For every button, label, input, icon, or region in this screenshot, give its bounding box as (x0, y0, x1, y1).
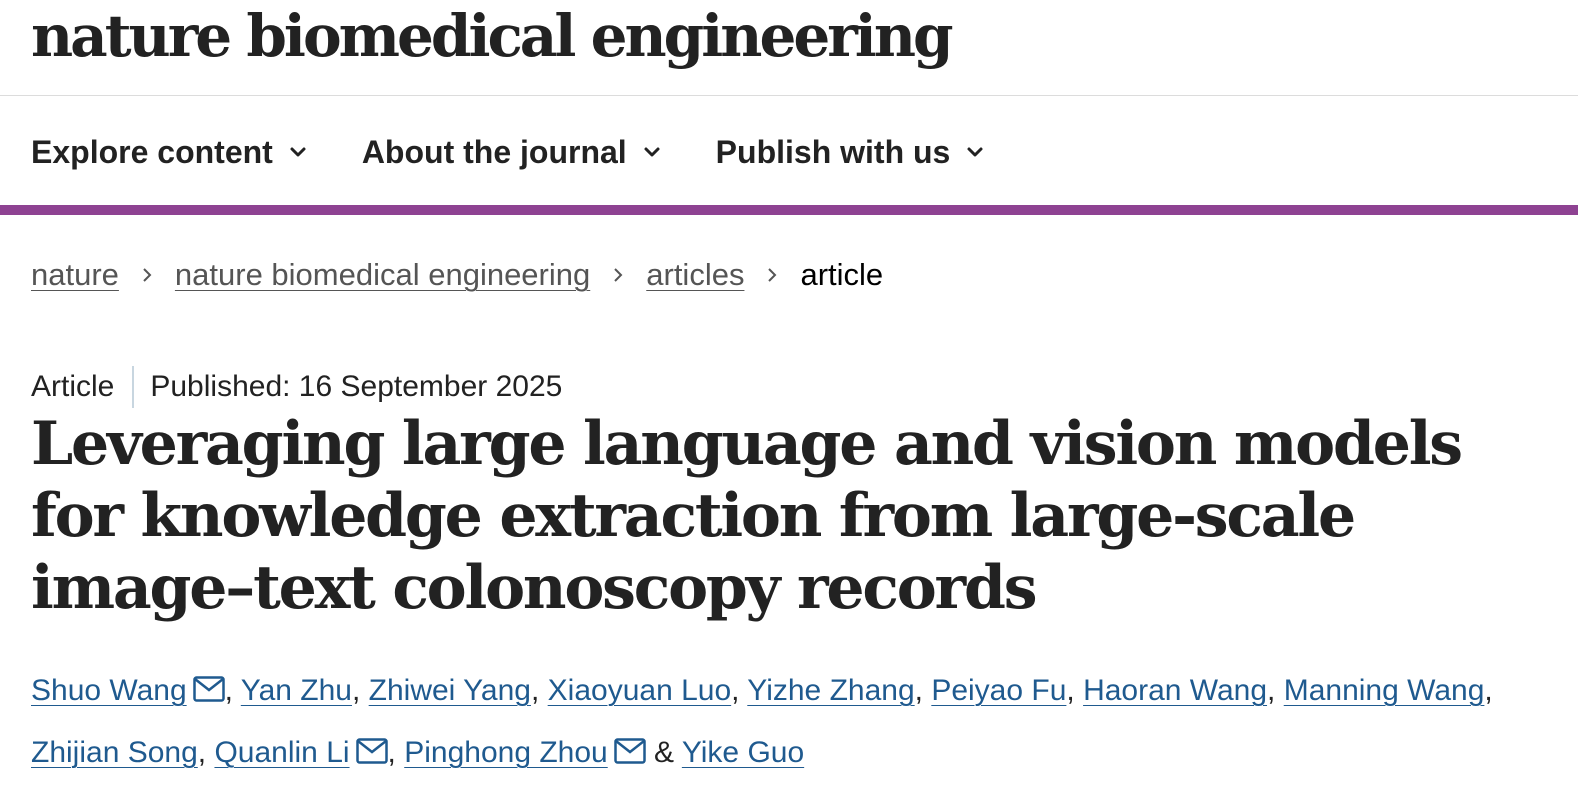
breadcrumb-current: article (800, 257, 884, 292)
author-link[interactable]: Zhiwei Yang (368, 674, 531, 707)
nav-explore-content[interactable]: Explore content (31, 134, 309, 171)
author-separator: , (1267, 674, 1284, 707)
author-link[interactable]: Yan Zhu (240, 674, 352, 707)
chevron-down-icon (290, 147, 306, 157)
nav-item-label: Publish with us (715, 133, 951, 170)
nav-item-label: About the journal (361, 133, 627, 170)
chevron-down-icon (644, 147, 660, 157)
author-separator: , (387, 736, 405, 769)
author-separator: , (1066, 674, 1084, 707)
author-separator: , (224, 674, 241, 707)
author-link[interactable]: Manning Wang (1283, 674, 1485, 707)
author-separator: , (351, 674, 369, 707)
main-nav: Explore content About the journal Publis… (31, 128, 1039, 176)
envelope-icon[interactable] (613, 738, 646, 764)
breadcrumb-link-articles[interactable]: articles (646, 257, 745, 292)
author-separator: & (645, 736, 682, 769)
author-separator: , (530, 674, 548, 707)
journal-logo[interactable]: nature biomedical engineering (31, 2, 954, 70)
author-separator: , (914, 674, 932, 707)
author-link[interactable]: Yizhe Zhang (747, 674, 915, 707)
author-link[interactable]: Peiyao Fu (931, 674, 1067, 707)
author-link[interactable]: Yike Guo (681, 736, 805, 769)
article-title: Leveraging large language and vision mod… (31, 409, 1463, 623)
author-separator: , (1484, 674, 1493, 707)
author-link[interactable]: Shuo Wang (31, 674, 187, 707)
envelope-icon[interactable] (355, 738, 388, 764)
header-divider (0, 95, 1578, 96)
nav-publish-with-us[interactable]: Publish with us (716, 134, 987, 171)
author-link[interactable]: Quanlin Li (214, 736, 350, 769)
author-separator: , (731, 674, 748, 707)
nav-about-the-journal[interactable]: About the journal (362, 134, 663, 171)
envelope-icon[interactable] (192, 676, 225, 702)
nav-item-label: Explore content (31, 133, 273, 170)
chevron-right-icon (143, 268, 152, 282)
author-link[interactable]: Zhijian Song (31, 736, 198, 769)
author-link[interactable]: Xiaoyuan Luo (547, 674, 732, 707)
meta-divider (132, 366, 135, 408)
article-meta: Article Published: 16 September 2025 (31, 365, 562, 409)
breadcrumb-link-journal[interactable]: nature biomedical engineering (174, 257, 591, 292)
chevron-right-icon (768, 268, 777, 282)
accent-bar (0, 205, 1578, 215)
author-link[interactable]: Haoran Wang (1083, 674, 1268, 707)
published-date: Published: 16 September 2025 (150, 370, 563, 403)
author-separator: , (197, 736, 215, 769)
article-type: Article (31, 370, 115, 403)
breadcrumb-link-nature[interactable]: nature (31, 257, 119, 292)
breadcrumb: nature nature biomedical engineering art… (31, 252, 883, 298)
chevron-down-icon (967, 147, 983, 157)
chevron-right-icon (614, 268, 623, 282)
author-link[interactable]: Pinghong Zhou (404, 736, 608, 769)
author-list: Shuo Wang, Yan Zhu, Zhiwei Yang, Xiaoyua… (31, 660, 1511, 784)
